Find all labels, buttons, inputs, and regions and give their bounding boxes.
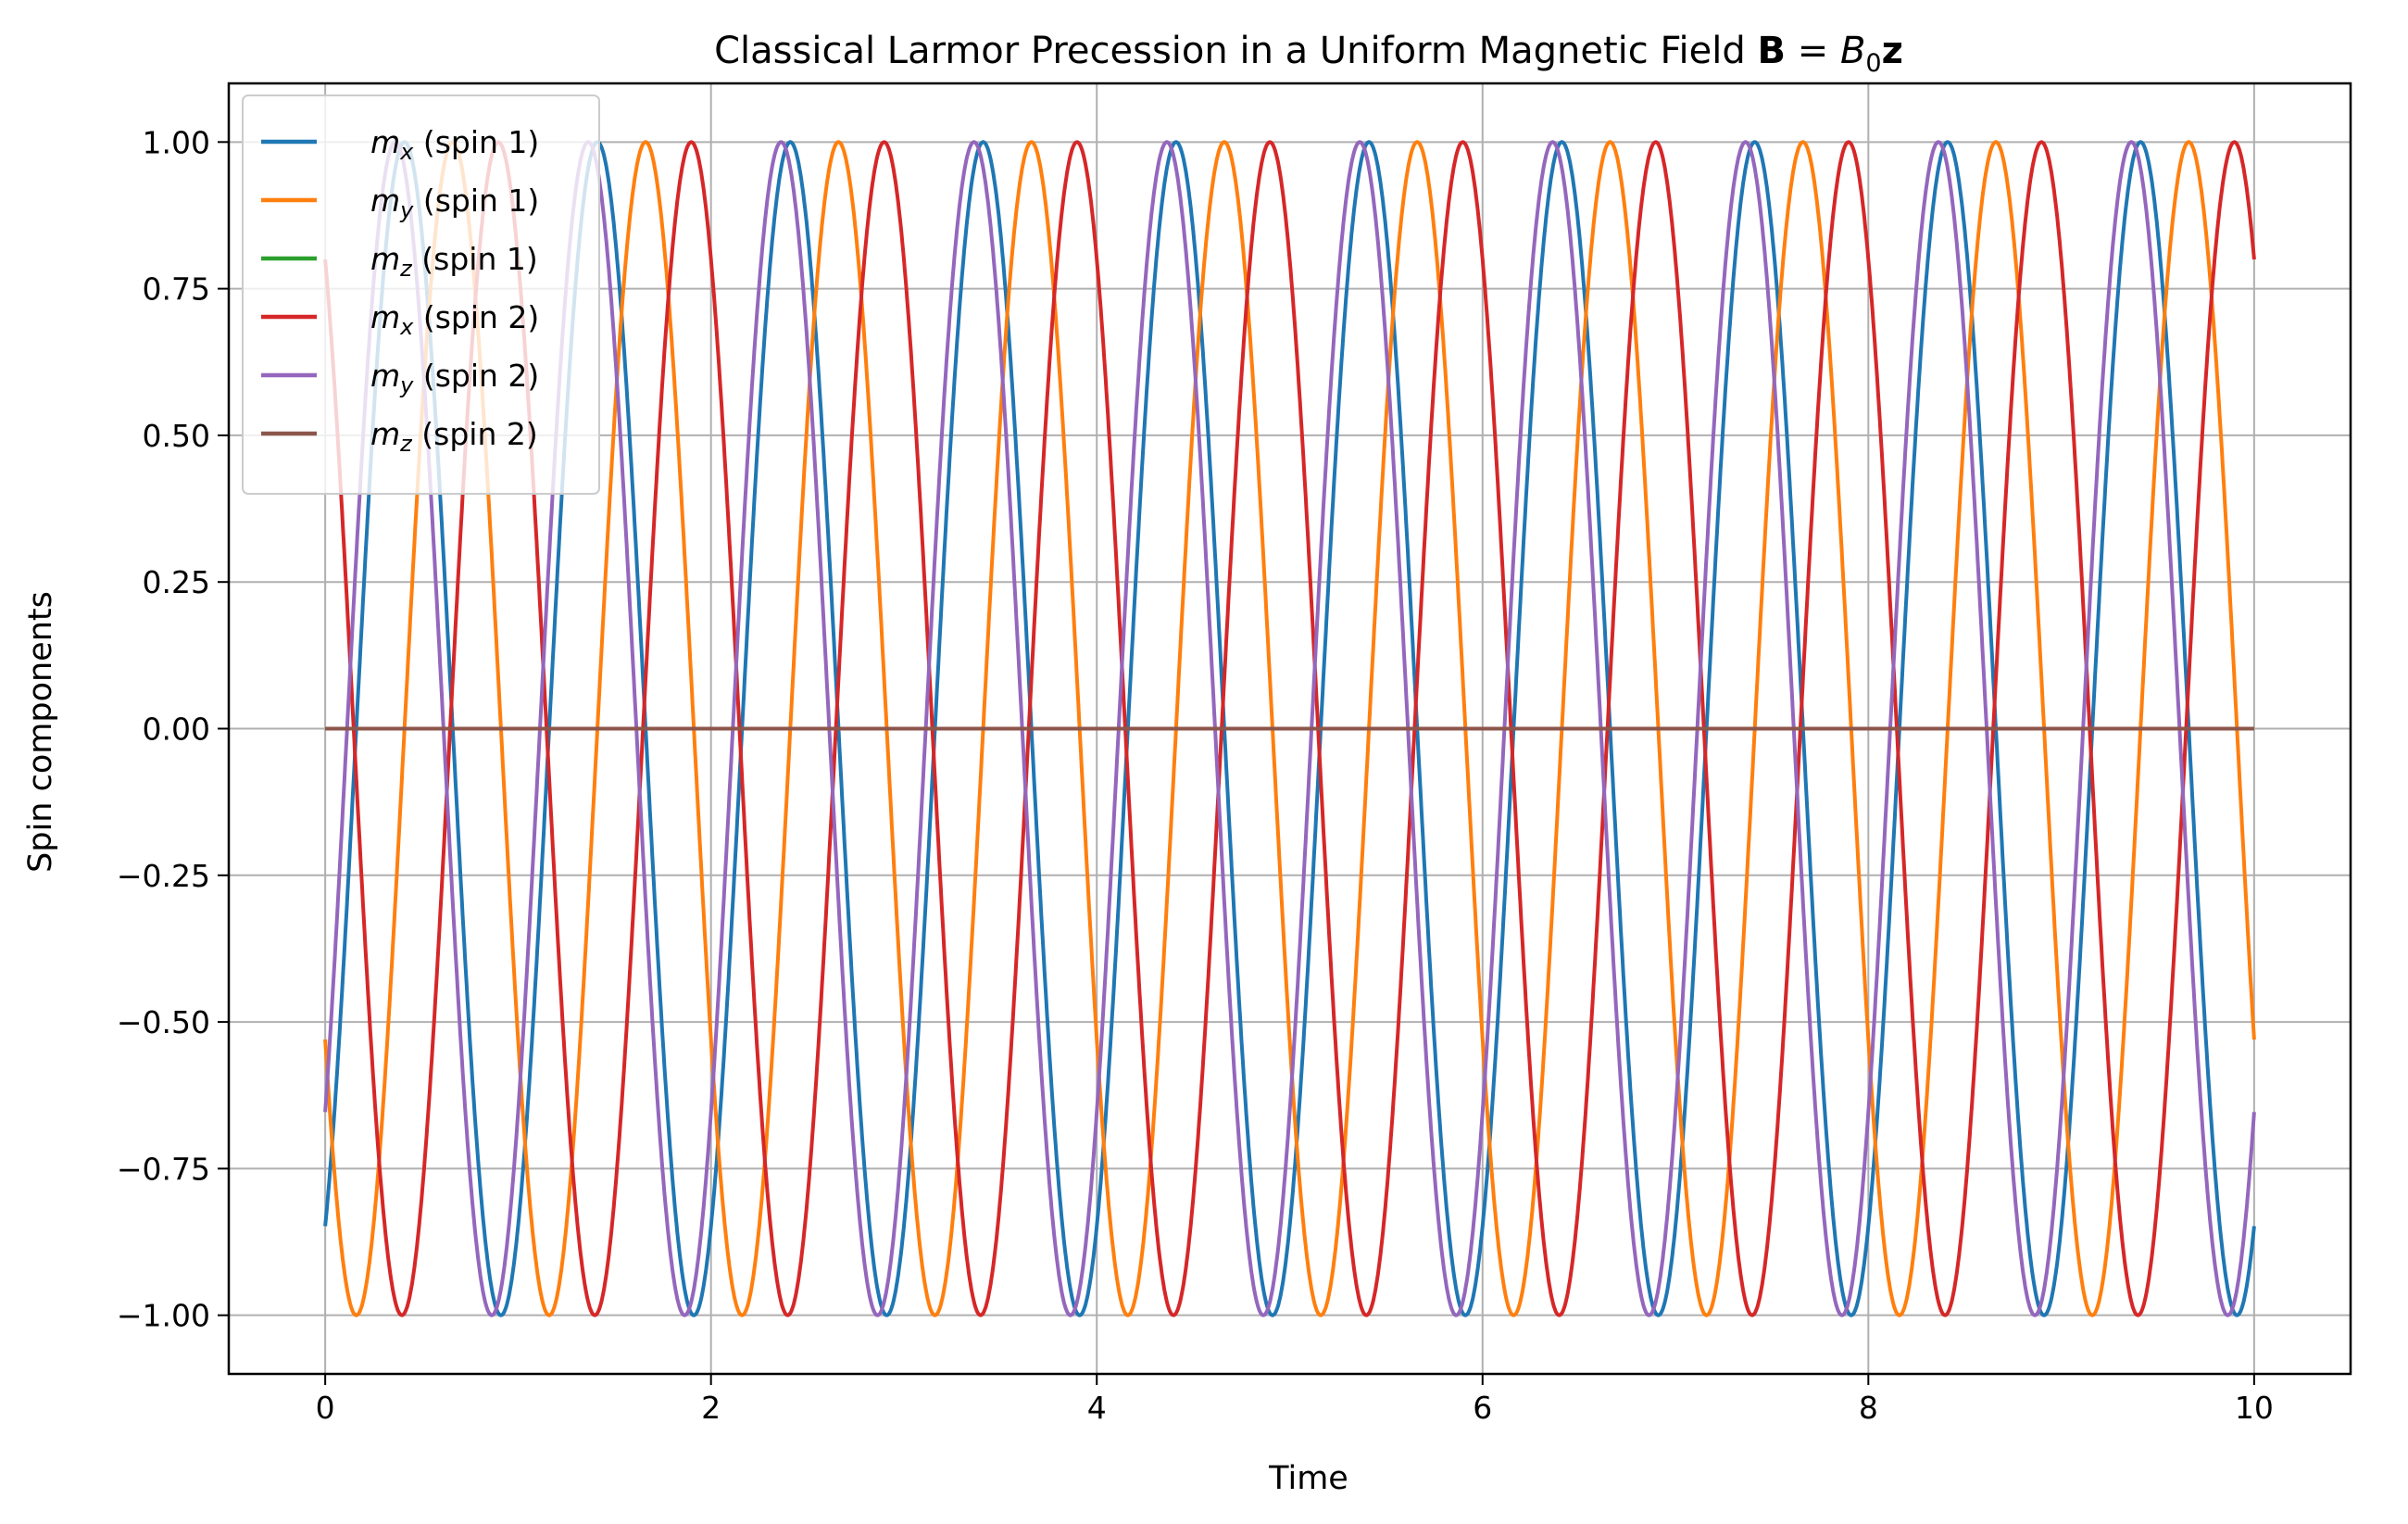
y-tick-label: −1.00: [117, 1298, 210, 1334]
series-line-1: [323, 140, 2256, 1317]
title-text: Classical Larmor Precession in a Uniform…: [714, 30, 1757, 72]
series-line-5: [323, 140, 2256, 1317]
y-tick-label: 0.00: [143, 712, 210, 748]
series-line-4: [323, 140, 2256, 1317]
x-tick-label: 4: [1087, 1390, 1107, 1426]
title-equals: =: [1786, 30, 1840, 72]
y-tick-label: −0.75: [117, 1151, 210, 1187]
legend-label: mz (spin 2): [370, 416, 538, 457]
series-layer: [323, 140, 2256, 1317]
legend-label: mx (spin 1): [370, 124, 539, 165]
y-tick-label: 0.50: [143, 418, 210, 454]
legend-label: mx (spin 2): [370, 299, 539, 340]
x-axis-label: Time: [1268, 1460, 1348, 1497]
y-axis-label: Spin components: [22, 591, 59, 873]
y-tick-label: −0.50: [117, 1004, 210, 1040]
x-tick-label: 2: [701, 1390, 721, 1426]
tick-layer: 0 2 4 6 8 10 1.00 0.75 0.50 0.25 0.00 −0.25 −0.50 −0.…: [117, 124, 2274, 1426]
legend-label: my (spin 2): [370, 358, 539, 398]
y-tick-label: 0.75: [143, 271, 210, 308]
title-bold-b: B: [1758, 30, 1787, 72]
legend-box: [242, 94, 600, 495]
title-b-var: B: [1840, 30, 1865, 72]
series-line-2: [323, 140, 2256, 1317]
y-tick-label: 0.25: [143, 564, 210, 600]
title-bold-z: z: [1882, 30, 1903, 72]
x-tick-label: 6: [1473, 1390, 1492, 1426]
title-b-sub: 0: [1865, 49, 1881, 78]
y-tick-label: −0.25: [117, 858, 210, 894]
legend: mx (spin 1) my (spin 1) mz (spin 1) mx (spi…: [242, 94, 600, 495]
legend-label: my (spin 1): [370, 183, 539, 223]
x-tick-label: 0: [316, 1390, 335, 1426]
chart-title: Classical Larmor Precession in a Uniform…: [714, 30, 1903, 78]
x-tick-label: 8: [1859, 1390, 1878, 1426]
legend-label: mz (spin 1): [370, 241, 538, 282]
x-tick-label: 10: [2235, 1390, 2274, 1426]
y-tick-label: 1.00: [143, 124, 210, 160]
